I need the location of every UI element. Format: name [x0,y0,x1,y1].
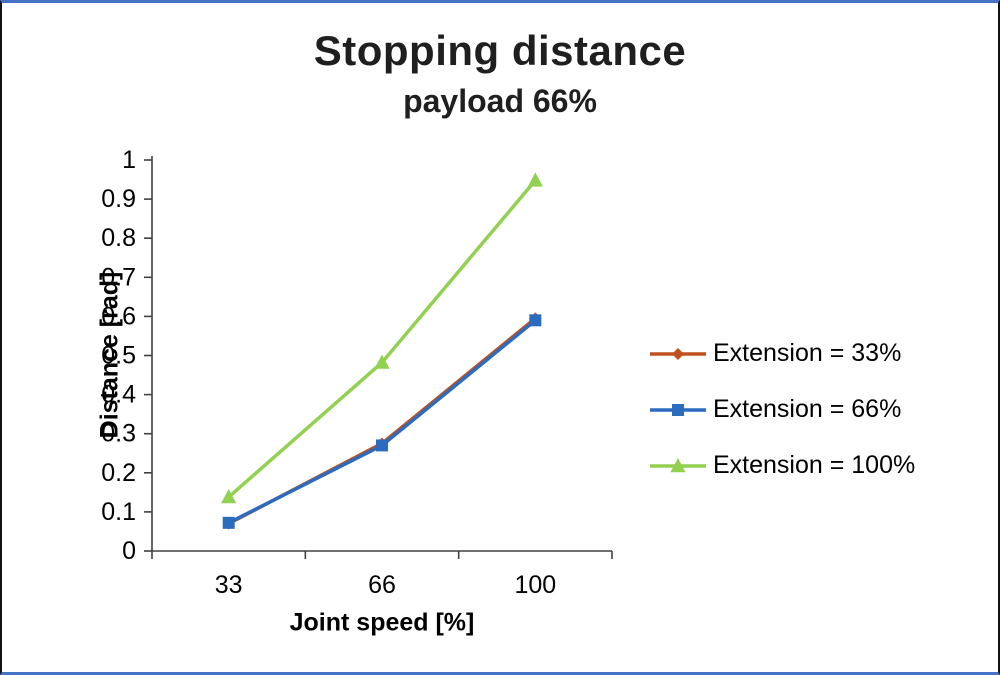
series-marker-square [222,516,235,529]
series-line-1 [226,318,538,525]
series-marker-square [672,403,684,416]
series-line-0 [226,316,538,526]
series-marker-square [376,439,388,452]
legend-item-extension-33: Extension = 33% [650,339,915,368]
series-marker-triangle [527,172,543,187]
legend-label: Extension = 66% [713,395,902,423]
y-tick-label: 0.1 [101,498,136,526]
series-marker-triangle [670,457,686,472]
x-axis-title: Joint speed [%] [289,608,475,637]
series-marker-diamond [672,347,684,360]
x-tick-label: 66 [368,571,396,599]
y-tick-label: 0.8 [101,224,136,252]
x-tick-label: 100 [514,571,556,599]
plot-area: 0 0.1 0.2 0.3 0.4 0.5 0.6 0.7 0.8 0.9 1 33 66 100 [101,146,613,599]
y-tick-label: 1 [122,146,136,174]
legend: Extension = 33% Extension = 66% Extensio… [650,339,915,480]
legend-label: Extension = 100% [713,451,916,479]
legend-key-triangle-icon [650,457,706,472]
y-tick-label: 0.2 [101,459,136,487]
x-tick-label: 33 [215,571,243,599]
series-marker-triangle [374,354,390,369]
series-marker-triangle [221,489,237,504]
series-marker-square [529,314,542,327]
y-tick-label: 0.7 [101,263,136,291]
legend-label: Extension = 33% [713,339,902,367]
legend-item-extension-66: Extension = 66% [650,395,915,424]
y-tick-label: 0.3 [101,420,136,448]
y-axis-title: Distance [rad] [95,271,124,439]
y-tick-label: 0.5 [101,342,136,370]
legend-key-square-icon [650,403,706,416]
chart-subtitle: payload 66% [403,83,597,119]
y-tick-label: 0 [122,537,136,565]
chart-title: Stopping distance [313,27,687,74]
y-tick-label: 0.6 [101,302,136,330]
legend-item-extension-100: Extension = 100% [650,451,915,480]
legend-key-diamond-icon [650,347,706,360]
y-tick-label: 0.4 [101,381,136,409]
y-tick-label: 0.9 [101,185,136,213]
